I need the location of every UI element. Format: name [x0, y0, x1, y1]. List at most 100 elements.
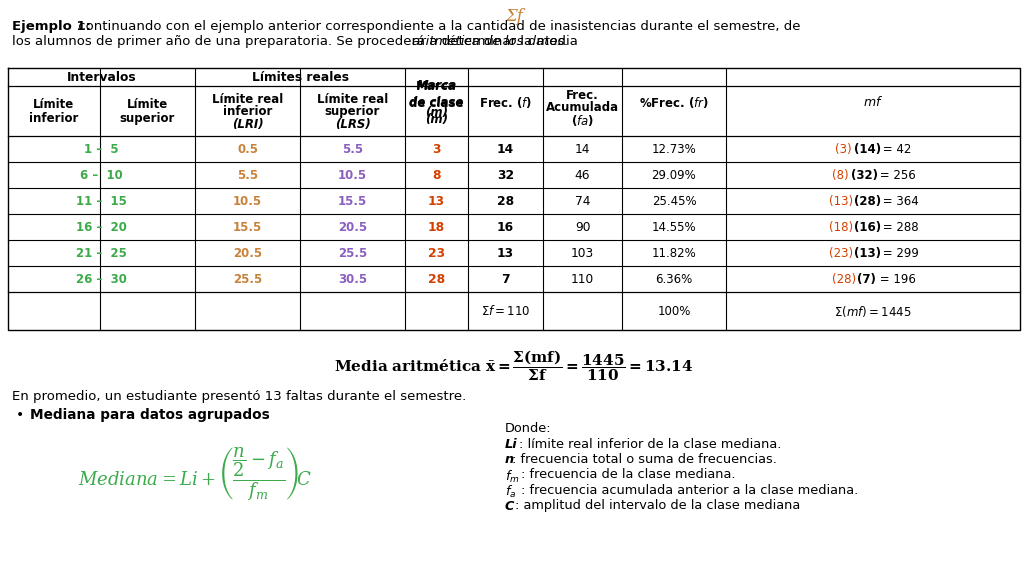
Text: = 256: = 256 — [876, 169, 916, 182]
Text: Li: Li — [505, 437, 518, 450]
Text: Límite: Límite — [126, 98, 169, 111]
Text: 20.5: 20.5 — [338, 220, 367, 233]
Text: (14): (14) — [854, 142, 881, 155]
Text: $Mediana = Li + \left(\dfrac{\dfrac{n}{2} - f_a}{f_m}\right)\!C$: $Mediana = Li + \left(\dfrac{\dfrac{n}{2… — [78, 446, 311, 503]
Text: 20.5: 20.5 — [233, 246, 262, 259]
Text: Frec.: Frec. — [566, 89, 599, 102]
Text: (13): (13) — [829, 195, 853, 208]
Text: 46: 46 — [575, 169, 590, 182]
Text: En promedio, un estudiante presentó 13 faltas durante el semestre.: En promedio, un estudiante presentó 13 f… — [12, 390, 467, 403]
Text: 14: 14 — [497, 142, 514, 155]
Text: 28: 28 — [497, 195, 514, 208]
Text: = 196: = 196 — [876, 272, 916, 286]
Text: 7: 7 — [502, 272, 510, 286]
Text: 30.5: 30.5 — [338, 272, 367, 286]
Text: 8: 8 — [432, 169, 441, 182]
Text: 25.5: 25.5 — [338, 246, 367, 259]
Text: 26 –  30: 26 – 30 — [76, 272, 126, 286]
Text: Límite real: Límite real — [212, 92, 283, 105]
Text: 0.5: 0.5 — [237, 142, 258, 155]
Text: Límite real: Límite real — [317, 92, 389, 105]
Text: 5.5: 5.5 — [342, 142, 363, 155]
Text: $\Sigma f = 110$: $\Sigma f = 110$ — [481, 304, 530, 318]
Text: superior: superior — [120, 112, 175, 125]
Text: 3: 3 — [432, 142, 441, 155]
Text: 90: 90 — [575, 220, 590, 233]
Text: Marca
de clase: Marca de clase — [409, 80, 464, 110]
Text: 6.36%: 6.36% — [656, 272, 693, 286]
Text: $mf$: $mf$ — [862, 95, 883, 109]
Text: C: C — [505, 499, 514, 513]
Text: inferior: inferior — [30, 112, 79, 125]
Text: 13: 13 — [497, 246, 514, 259]
Text: 14: 14 — [575, 142, 590, 155]
Text: Marca
de clase
(m): Marca de clase (m) — [409, 79, 464, 125]
Text: : amplitud del intervalo de la clase mediana: : amplitud del intervalo de la clase med… — [515, 499, 800, 513]
Text: Ejemplo 1:: Ejemplo 1: — [12, 20, 91, 33]
Text: 25.45%: 25.45% — [652, 195, 696, 208]
Text: inferior: inferior — [223, 105, 272, 118]
Text: Donde:: Donde: — [505, 422, 552, 435]
Text: 100%: 100% — [657, 305, 691, 318]
Text: 13: 13 — [428, 195, 445, 208]
Text: $\Sigma(mf) = 1445$: $\Sigma(mf) = 1445$ — [835, 303, 912, 319]
Text: (LRI): (LRI) — [231, 118, 263, 131]
Text: 32: 32 — [497, 169, 514, 182]
Text: (3): (3) — [835, 142, 852, 155]
Text: 28: 28 — [428, 272, 445, 286]
Text: 16 –  20: 16 – 20 — [76, 220, 126, 233]
Text: 11 –  15: 11 – 15 — [76, 195, 126, 208]
Text: Intervalos: Intervalos — [67, 71, 137, 83]
Text: 6 –  10: 6 – 10 — [80, 169, 123, 182]
Text: (m): (m) — [425, 105, 448, 119]
Text: 10.5: 10.5 — [338, 169, 367, 182]
Text: Frec. ($f$): Frec. ($f$) — [479, 95, 533, 109]
Text: 21 –  25: 21 – 25 — [76, 246, 126, 259]
Text: 10.5: 10.5 — [233, 195, 262, 208]
Text: $\bf{Media\ aritmética}\ \bar{x} = \dfrac{\Sigma(mf)}{\Sigma f} = \dfrac{1445}{1: $\bf{Media\ aritmética}\ \bar{x} = \dfra… — [334, 348, 694, 383]
Text: (LRS): (LRS) — [335, 118, 370, 131]
Text: (16): (16) — [854, 220, 881, 233]
Text: (8): (8) — [832, 169, 849, 182]
Text: (28): (28) — [854, 195, 881, 208]
Text: 15.5: 15.5 — [338, 195, 367, 208]
Text: (13): (13) — [854, 246, 881, 259]
Text: = 364: = 364 — [879, 195, 919, 208]
Text: 11.82%: 11.82% — [652, 246, 696, 259]
Text: 5.5: 5.5 — [236, 169, 258, 182]
Text: (28): (28) — [832, 272, 856, 286]
Text: los alumnos de primer año de una preparatoria. Se procederá a determinar la medi: los alumnos de primer año de una prepara… — [12, 35, 582, 48]
Text: Mediana para datos agrupados: Mediana para datos agrupados — [30, 408, 269, 422]
Text: 18: 18 — [428, 220, 445, 233]
Text: Límite: Límite — [33, 98, 75, 111]
Text: 1 –  5: 1 – 5 — [84, 142, 119, 155]
Text: : frecuencia de la clase mediana.: : frecuencia de la clase mediana. — [521, 469, 735, 482]
Text: : límite real inferior de la clase mediana.: : límite real inferior de la clase media… — [518, 437, 781, 450]
Text: = 42: = 42 — [879, 142, 912, 155]
Text: 29.09%: 29.09% — [652, 169, 696, 182]
Text: (18): (18) — [829, 220, 853, 233]
Text: 110: 110 — [571, 272, 594, 286]
Text: (23): (23) — [829, 246, 853, 259]
Text: 23: 23 — [428, 246, 445, 259]
Text: 103: 103 — [571, 246, 594, 259]
Text: 16: 16 — [497, 220, 514, 233]
Text: •: • — [15, 408, 24, 422]
Text: Acumulada: Acumulada — [546, 101, 619, 113]
Text: superior: superior — [325, 105, 380, 118]
Text: $f_m$: $f_m$ — [505, 469, 520, 485]
Text: 74: 74 — [575, 195, 590, 208]
Text: = 288: = 288 — [879, 220, 919, 233]
Text: : frecuencia acumulada anterior a la clase mediana.: : frecuencia acumulada anterior a la cla… — [521, 484, 858, 497]
Text: Σf: Σf — [505, 8, 523, 25]
Text: 25.5: 25.5 — [233, 272, 262, 286]
Text: : frecuencia total o suma de frecuencias.: : frecuencia total o suma de frecuencias… — [512, 453, 777, 466]
Text: continuando con el ejemplo anterior correspondiente a la cantidad de inasistenci: continuando con el ejemplo anterior corr… — [74, 20, 801, 33]
Text: (7): (7) — [857, 272, 876, 286]
Text: 14.55%: 14.55% — [652, 220, 696, 233]
Text: 12.73%: 12.73% — [652, 142, 696, 155]
Text: %Frec. ($fr$): %Frec. ($fr$) — [639, 95, 709, 109]
Text: 15.5: 15.5 — [233, 220, 262, 233]
Text: ($fa$): ($fa$) — [571, 112, 594, 128]
Text: n: n — [505, 453, 514, 466]
